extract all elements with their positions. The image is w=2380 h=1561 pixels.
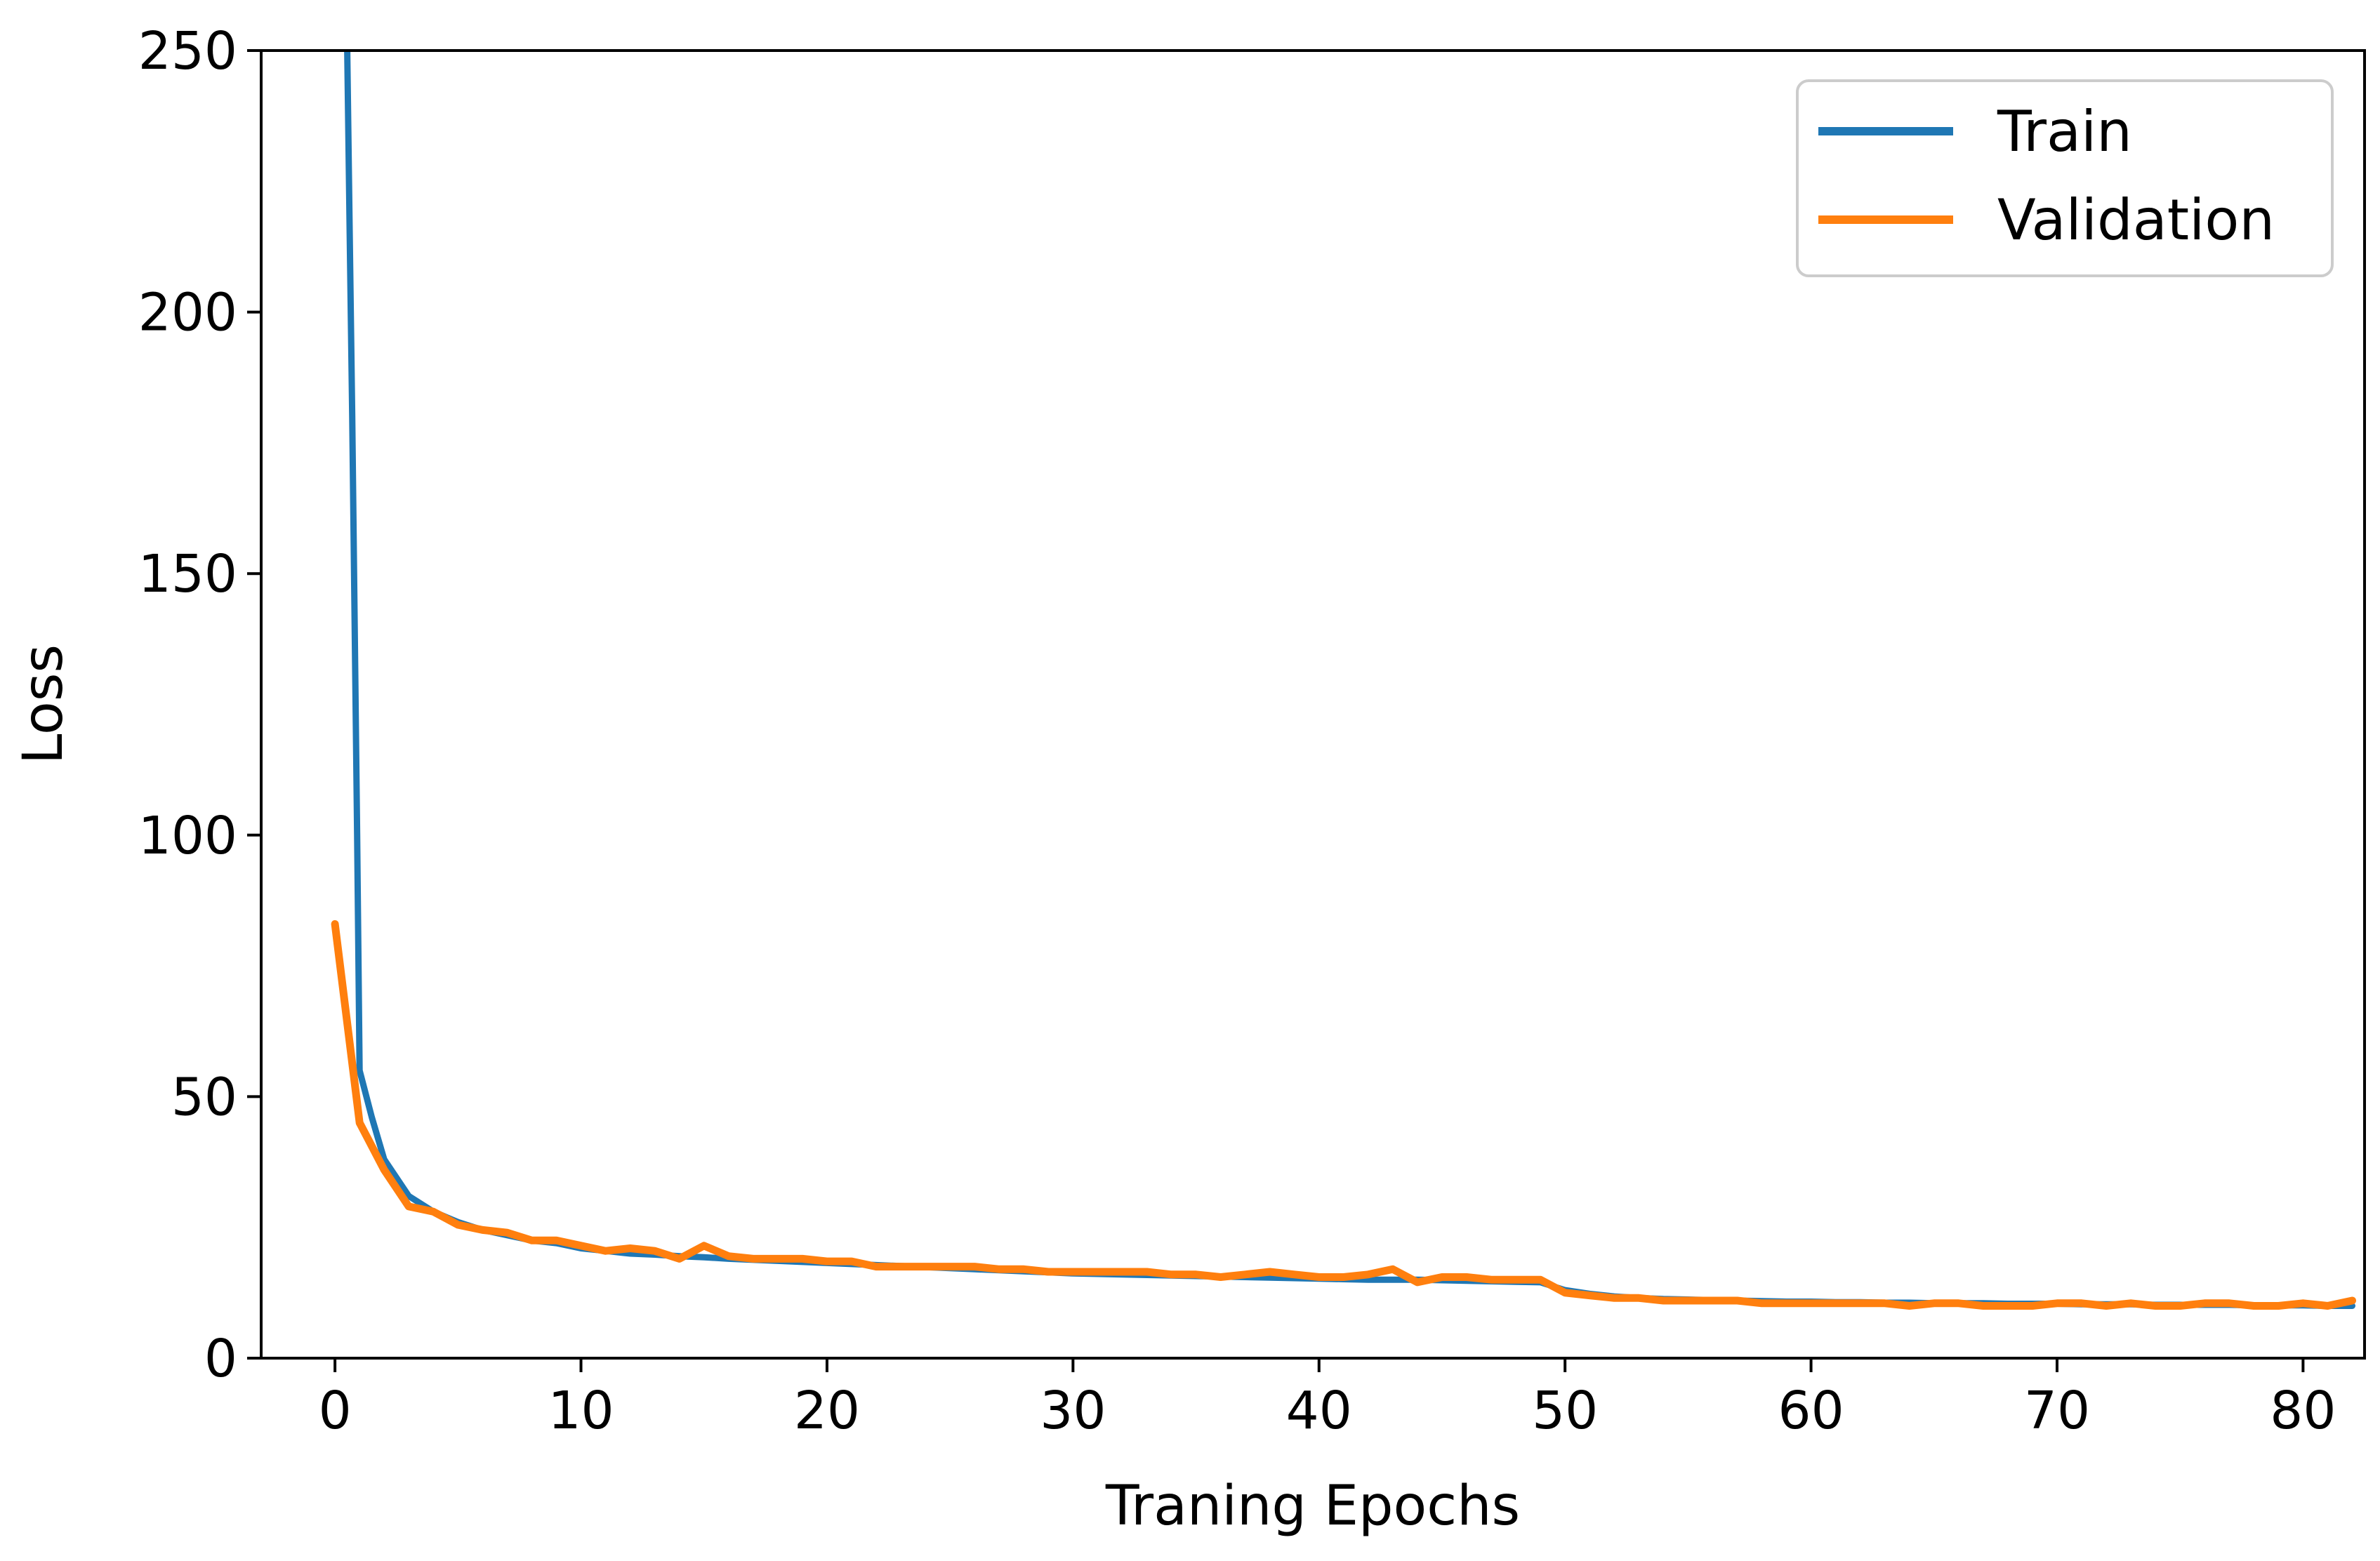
x-tick-label: 30	[1040, 1381, 1106, 1441]
plot-frame	[260, 49, 2366, 1360]
series-lines	[331, 51, 2356, 1310]
series-line-validation	[331, 920, 2356, 1310]
plot-area	[260, 49, 2366, 1360]
x-tick-label: 40	[1286, 1381, 1352, 1441]
x-tick-label: 60	[1778, 1381, 1844, 1441]
x-tick-label: 70	[2024, 1381, 2090, 1441]
x-tick-label: 20	[794, 1381, 860, 1441]
legend: Train Validation	[1796, 79, 2334, 277]
y-tick-label: 150	[138, 544, 237, 604]
x-tick-label: 10	[548, 1381, 614, 1441]
y-axis-ticks: 0 50 100 150 200 250	[138, 21, 261, 1389]
x-tick-label: 50	[1532, 1381, 1598, 1441]
y-tick-label: 250	[138, 21, 237, 81]
x-tick-label: 0	[319, 1381, 352, 1441]
x-axis-label: Traning Epochs	[1105, 1475, 1520, 1538]
legend-label-train: Train	[1997, 99, 2132, 164]
y-tick-label: 100	[138, 806, 237, 866]
x-tick-label: 80	[2270, 1381, 2336, 1441]
y-tick-label: 50	[171, 1067, 237, 1127]
y-tick-label: 0	[204, 1329, 237, 1389]
y-axis-label: Loss	[12, 644, 75, 764]
y-tick-label: 200	[138, 283, 237, 343]
legend-label-validation: Validation	[1997, 187, 2275, 253]
x-axis-ticks: 0 10 20 30 40 50 60 70 80	[319, 1358, 2336, 1441]
